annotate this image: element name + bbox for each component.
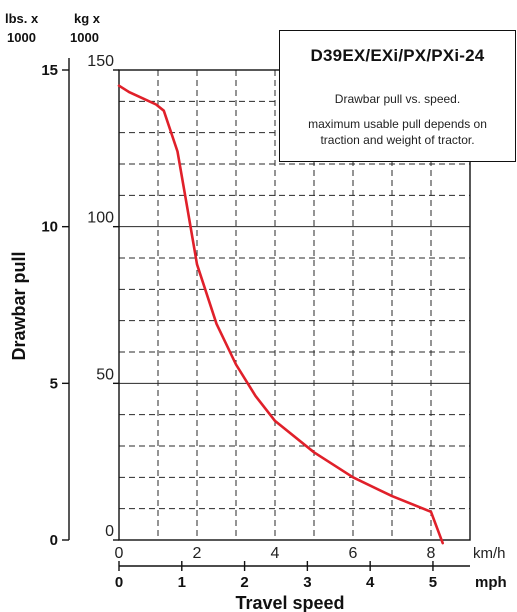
chart-series [117, 84, 445, 545]
kg-unit-line2: 1000 [70, 30, 99, 45]
mph-tick-label: 0 [115, 574, 123, 591]
lbs-tick-label: 0 [50, 532, 58, 549]
kmh-tick-label: 8 [427, 545, 436, 562]
mph-tick-label: 4 [366, 574, 375, 591]
mph-tick-label: 2 [240, 574, 248, 591]
lbs-tick-label: 5 [50, 375, 58, 392]
kmh-tick-label: 6 [349, 545, 358, 562]
mph-tick-label: 3 [303, 574, 311, 591]
drawbar-pull-curve [117, 84, 445, 545]
chart-grid [119, 70, 470, 540]
kg-tick-label: 50 [96, 366, 114, 383]
kmh-tick-label: 4 [271, 545, 280, 562]
chart-note: maximum usable pull depends on traction … [308, 117, 487, 147]
lbs-unit-line1: lbs. x [5, 11, 39, 26]
x-axis-label: Travel speed [235, 593, 344, 612]
chart-title-box: D39EX/EXi/PX/PXi-24 Drawbar pull vs. spe… [279, 30, 516, 162]
lbs-unit-line2: 1000 [7, 30, 36, 45]
mph-tick-label: 1 [178, 574, 186, 591]
chart-subtitle: Drawbar pull vs. speed. [334, 92, 461, 106]
kmh-unit-label: km/h [473, 545, 506, 562]
chart-labels: lbs. x 1000 kg x 1000 Drawbar pull km/h … [5, 11, 507, 612]
kg-unit-line1: kg x [74, 11, 101, 26]
chart-title: D39EX/EXi/PX/PXi-24 [310, 46, 485, 65]
kmh-tick-label: 2 [193, 545, 202, 562]
mph-unit-label: mph [475, 574, 507, 591]
lbs-tick-label: 15 [41, 62, 58, 79]
kg-tick-label: 100 [87, 210, 114, 227]
kg-tick-label: 150 [87, 53, 114, 70]
kg-tick-label: 0 [105, 523, 114, 540]
mph-tick-label: 5 [429, 574, 437, 591]
lbs-tick-label: 10 [41, 219, 58, 236]
kmh-tick-label: 0 [115, 545, 124, 562]
y-axis-label: Drawbar pull [9, 251, 29, 360]
